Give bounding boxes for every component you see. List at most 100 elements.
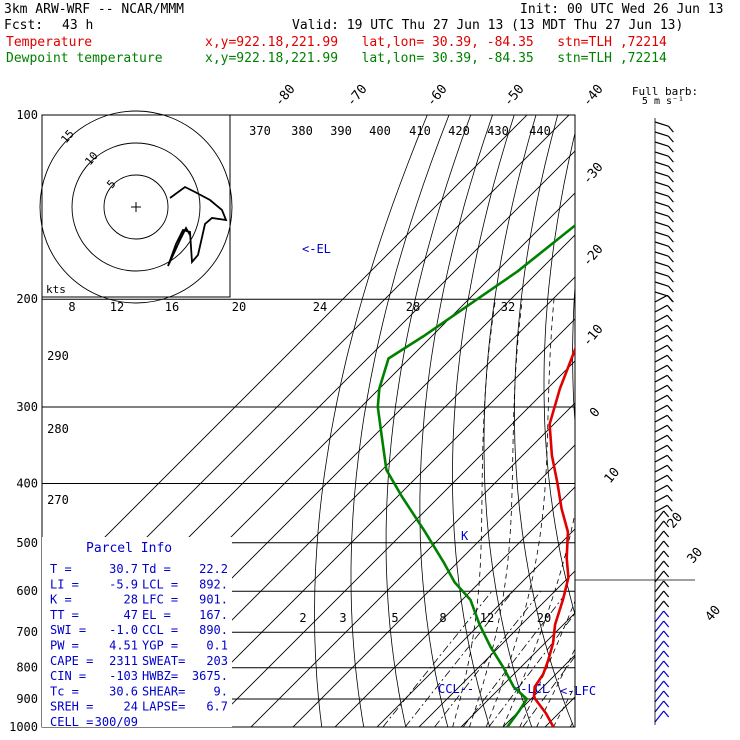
pressure-tick-label: 400 <box>16 476 38 490</box>
parcel-info-key: TT = <box>50 608 79 622</box>
wind-barb <box>654 444 668 453</box>
parcel-info-key: LAPSE= <box>142 700 185 714</box>
wind-barb-flag <box>663 590 670 598</box>
theta-label: 370 <box>249 124 271 138</box>
parcel-info-value: 203 <box>206 654 228 668</box>
parcel-info-value: 890. <box>199 623 228 637</box>
wind-barb <box>654 201 669 207</box>
parcel-info-background <box>42 537 232 727</box>
isotherm-label: -40 <box>580 82 607 110</box>
parcel-info-key: PW = <box>50 639 79 653</box>
dry-adiabat <box>543 131 575 616</box>
isotherm-line <box>334 486 575 727</box>
wind-barb-flag <box>663 610 670 618</box>
wind-barb-flag <box>666 424 673 432</box>
pressure-tick-label: 1000 <box>9 720 38 734</box>
parcel-info-value: 4.51 <box>109 639 138 653</box>
forecast-label: Fcst: <box>4 18 44 33</box>
wind-barb <box>654 610 665 623</box>
wind-barb <box>654 261 669 267</box>
wind-barb-flag <box>663 700 670 708</box>
mixing-ratio-label: 16 <box>165 300 179 314</box>
wind-barb-flag <box>666 414 673 422</box>
parcel-info-key: CCL = <box>142 623 178 637</box>
wind-barb-flag <box>667 155 674 163</box>
dry-adiabat <box>514 115 575 727</box>
lfc-marker: <-LFC <box>560 684 596 698</box>
dry-adiabat <box>728 115 740 740</box>
barb-key-value: 5 m s⁻¹ <box>642 96 684 107</box>
wind-barb-flag <box>663 510 670 518</box>
isotherm-label: -50 <box>501 82 528 110</box>
isotherm-line <box>418 570 575 727</box>
wind-barb <box>654 374 668 383</box>
wind-barb-flag <box>666 364 673 372</box>
dry-adiabat <box>627 115 740 740</box>
parcel-info-value: 167. <box>199 608 228 622</box>
ccl-marker: CCL-- <box>438 682 474 696</box>
wind-barb-flag <box>666 394 673 402</box>
wind-barb <box>654 191 669 197</box>
wind-barb <box>654 620 665 633</box>
wind-barb <box>654 640 665 653</box>
wind-barb <box>654 630 665 643</box>
wind-barb <box>654 484 668 493</box>
dry-adiabat <box>419 115 493 727</box>
wind-barb <box>654 680 665 693</box>
parcel-info-key: Td = <box>142 562 171 576</box>
wind-barb-flag <box>663 560 670 568</box>
parcel-info-value: -1.0 <box>109 623 138 637</box>
wind-barb-flag <box>663 620 670 628</box>
moist-adiabat <box>469 299 523 727</box>
isotherm-label: 20 <box>665 510 687 532</box>
temperature-trace <box>532 346 575 727</box>
theta-label: 410 <box>409 124 431 138</box>
parcel-info-value: -5.9 <box>109 577 138 591</box>
mixing-ratio-label: 8 <box>68 300 75 314</box>
wind-barb <box>654 171 669 177</box>
wind-barb <box>654 364 668 373</box>
plot-frame <box>41 114 576 728</box>
wind-barb <box>654 590 665 603</box>
wind-barb-flag <box>667 165 674 173</box>
wind-barbs: Full barb:5 m s⁻¹ <box>632 85 698 725</box>
wind-barb-flag <box>666 384 673 392</box>
mixing-ratio-line <box>488 612 575 727</box>
wind-barb-flag <box>663 710 670 718</box>
parcel-info-key: HWBZ= <box>142 669 178 683</box>
parcel-info-value: 30.7 <box>109 562 138 576</box>
parcel-info-key: LFC = <box>142 593 178 607</box>
wind-barb-flag <box>667 185 674 193</box>
wind-barb-flag <box>666 444 673 452</box>
pressure-tick-label: 500 <box>16 536 38 550</box>
wind-barb <box>654 454 668 463</box>
wind-barb <box>654 474 668 483</box>
wind-barb <box>654 251 669 257</box>
parcel-info-key: CIN = <box>50 669 86 683</box>
wind-barb-flag <box>666 434 673 442</box>
isotherm-label: -30 <box>580 160 607 188</box>
wind-barb <box>654 271 669 277</box>
hodograph-ring <box>71 142 201 272</box>
wind-barb <box>654 504 668 513</box>
wind-barb-flag <box>667 125 674 133</box>
isotherm-label: 10 <box>602 465 624 487</box>
isotherm-label: -60 <box>424 82 451 110</box>
isotherm-line <box>42 115 528 601</box>
wind-barb <box>654 434 668 443</box>
parcel-info-key: CAPE = <box>50 654 93 668</box>
pressure-tick-label: 100 <box>16 108 38 122</box>
wind-barb <box>654 560 665 573</box>
pressure-tick-label: 700 <box>16 625 38 639</box>
wind-barb <box>654 510 665 523</box>
parcel-info-key: SREH = <box>50 700 93 714</box>
isotherm-label: 0 <box>587 405 604 421</box>
wind-barb-flag <box>663 660 670 668</box>
wind-barb-flag <box>667 275 674 283</box>
wind-barb <box>654 324 668 333</box>
pressure-tick-label: 800 <box>16 661 38 675</box>
wind-barb-flag <box>663 690 670 698</box>
dry-adiabat <box>350 115 450 727</box>
parcel-info-value: 9. <box>214 684 228 698</box>
